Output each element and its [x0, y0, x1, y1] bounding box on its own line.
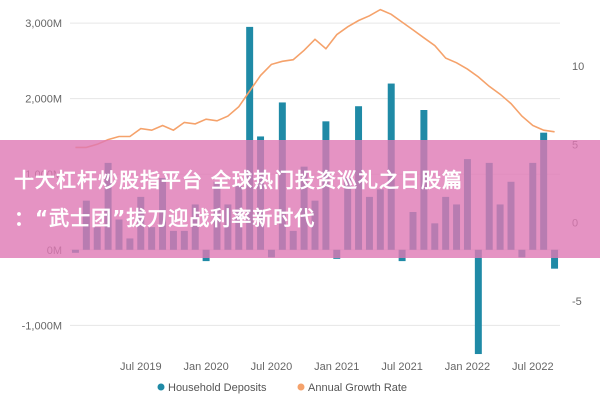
x-tick-label: Jul 2019	[120, 361, 162, 373]
legend: Household Deposits Annual Growth Rate	[157, 382, 407, 394]
x-tick-label: Jul 2020	[251, 361, 293, 373]
x-tick-label: Jan 2020	[183, 361, 228, 373]
x-tick-label: Jan 2022	[445, 361, 490, 373]
legend-marker-line	[297, 383, 305, 391]
left-tick-label: 3,000M	[25, 18, 62, 30]
growth-rate-line	[75, 8, 555, 149]
headline-banner: 十大杠杆炒股指平台 全球热门投资巡礼之日股篇 ：“武士团”拔刀迎战利率新时代	[0, 140, 600, 258]
right-tick-label: -5	[572, 296, 582, 308]
legend-marker-bar	[157, 383, 165, 391]
right-tick-label: 10	[572, 61, 584, 73]
bar	[551, 249, 559, 269]
headline-line-2: ：“武士团”拔刀迎战利率新时代	[14, 206, 316, 230]
left-tick-label: 2,000M	[25, 94, 62, 106]
x-tick-label: Jul 2021	[381, 361, 423, 373]
x-axis-ticks: Jul 2019 Jan 2020 Jul 2020 Jan 2021 Jul 2021…	[120, 361, 554, 373]
x-tick-label: Jul 2022	[512, 361, 554, 373]
left-tick-label: -1,000M	[22, 320, 62, 332]
x-tick-label: Jan 2021	[314, 361, 359, 373]
legend-label-line: Annual Growth Rate	[308, 382, 407, 394]
bar	[474, 249, 482, 355]
bar	[246, 26, 254, 250]
legend-label-bar: Household Deposits	[168, 382, 267, 394]
headline-line-1: 十大杠杆炒股指平台 全球热门投资巡礼之日股篇	[14, 168, 463, 192]
